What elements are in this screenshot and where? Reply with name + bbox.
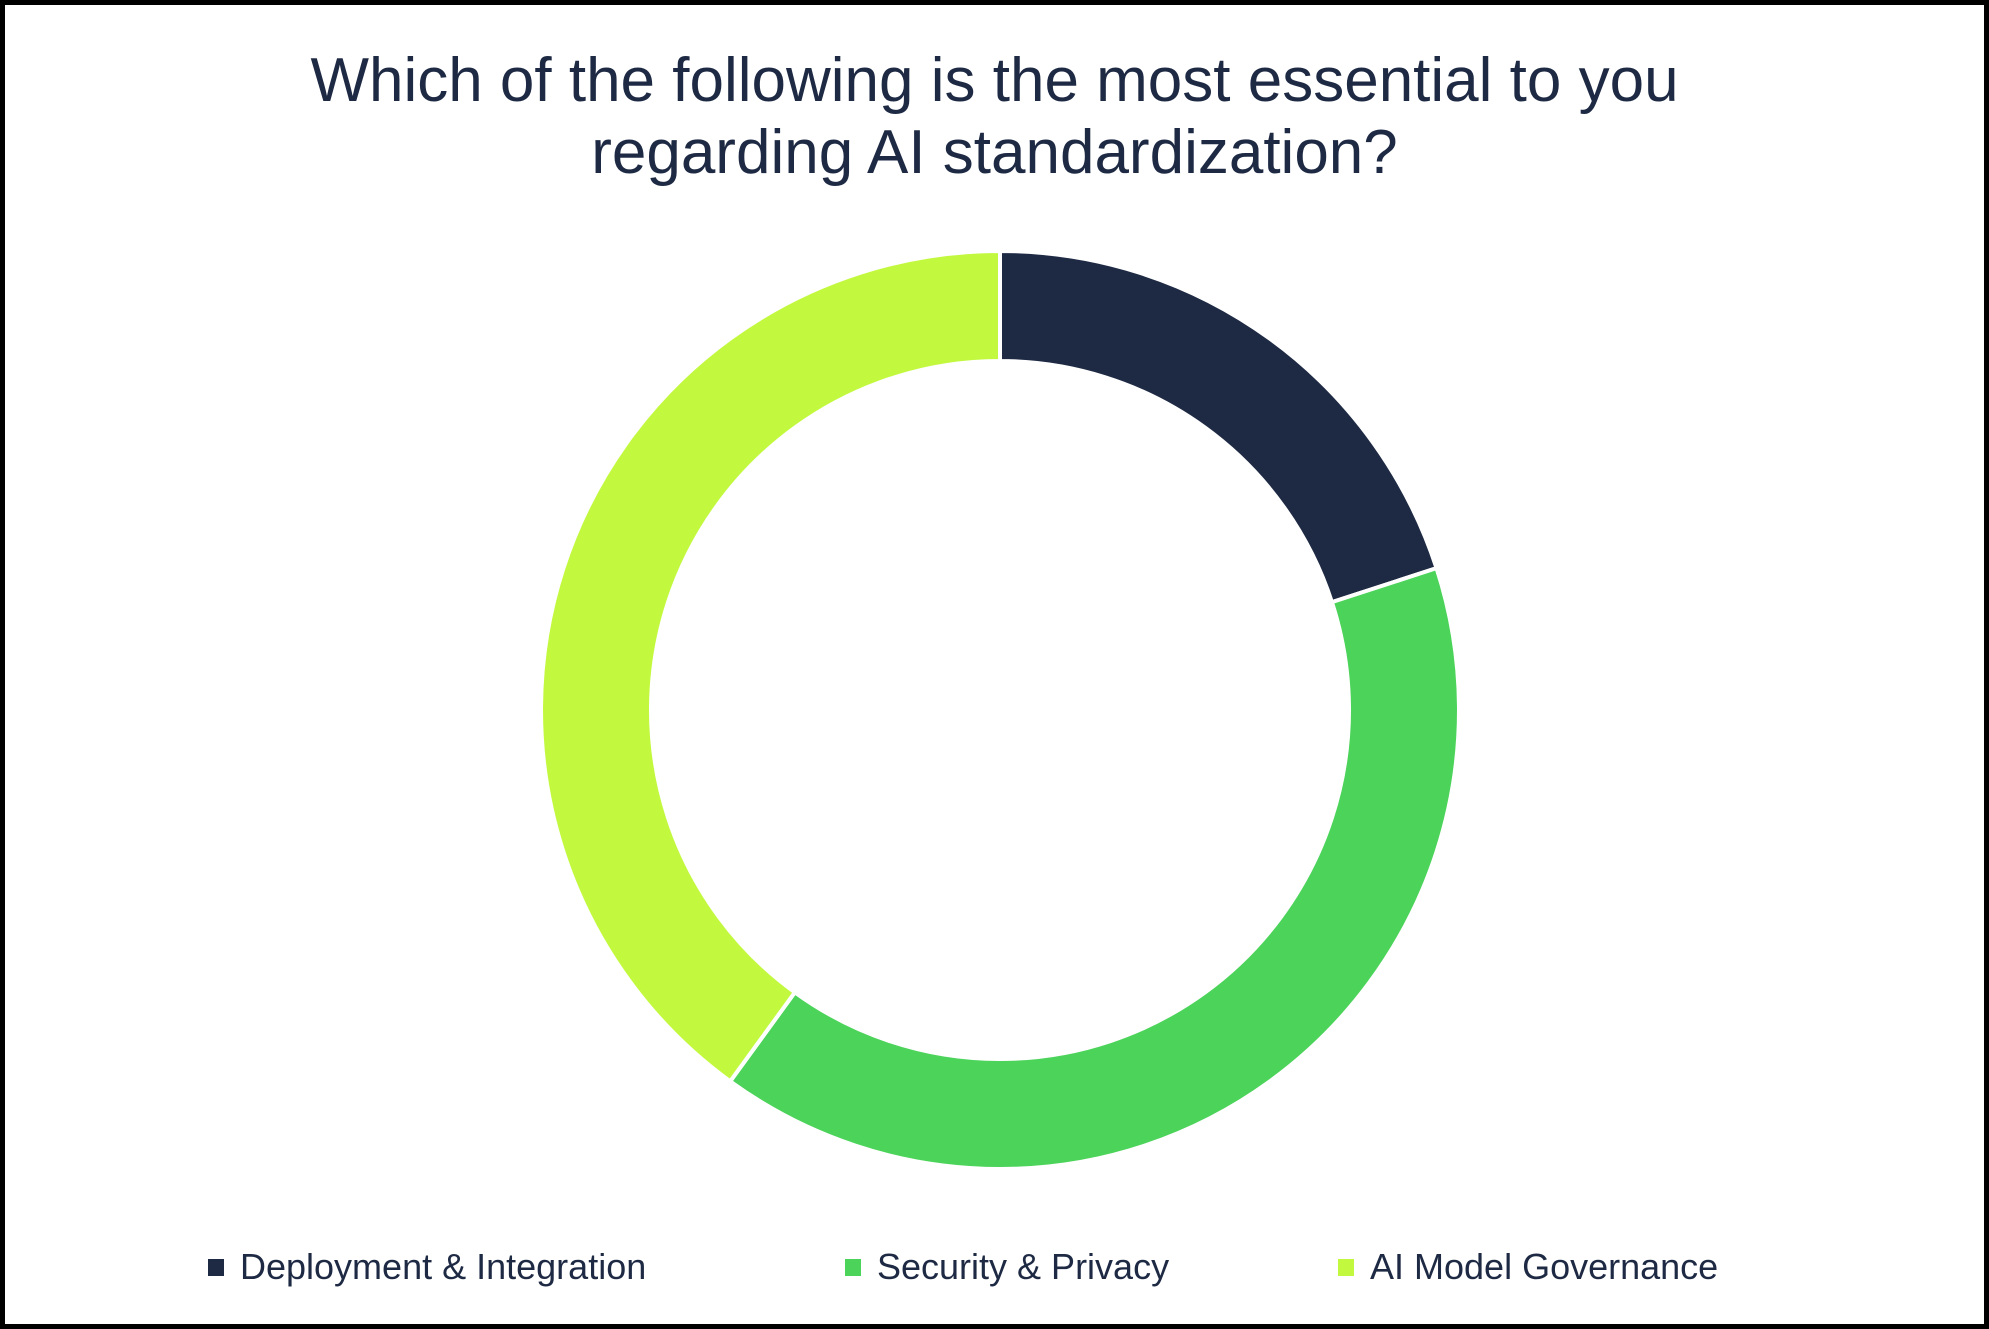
legend-item-deployment-integration: Deployment & Integration — [208, 1245, 646, 1289]
legend-label-deployment-integration: Deployment & Integration — [240, 1246, 647, 1287]
legend-label-security-privacy: Security & Privacy — [877, 1246, 1170, 1287]
legend-swatch-deployment-integration — [208, 1258, 224, 1276]
legend-swatch-security-privacy — [845, 1258, 861, 1276]
donut-segment-security-privacy — [727, 565, 1461, 1171]
chart-title-line-2: regarding AI standardization? — [591, 118, 1398, 187]
legend-label-ai-model-governance: AI Model Governance — [1370, 1246, 1719, 1287]
donut-segment-deployment-integration — [998, 248, 1440, 605]
chart-legend: Deployment & Integration Security & Priva… — [5, 1245, 1984, 1289]
chart-title: Which of the following is the most essen… — [5, 45, 1984, 189]
donut-segment-ai-model-governance — [539, 248, 1002, 1085]
donut-chart — [539, 248, 1461, 1171]
legend-item-ai-model-governance: AI Model Governance — [1338, 1245, 1718, 1289]
legend-item-security-privacy: Security & Privacy — [845, 1245, 1169, 1289]
legend-swatch-ai-model-governance — [1338, 1258, 1354, 1276]
chart-title-line-1: Which of the following is the most essen… — [310, 46, 1679, 115]
